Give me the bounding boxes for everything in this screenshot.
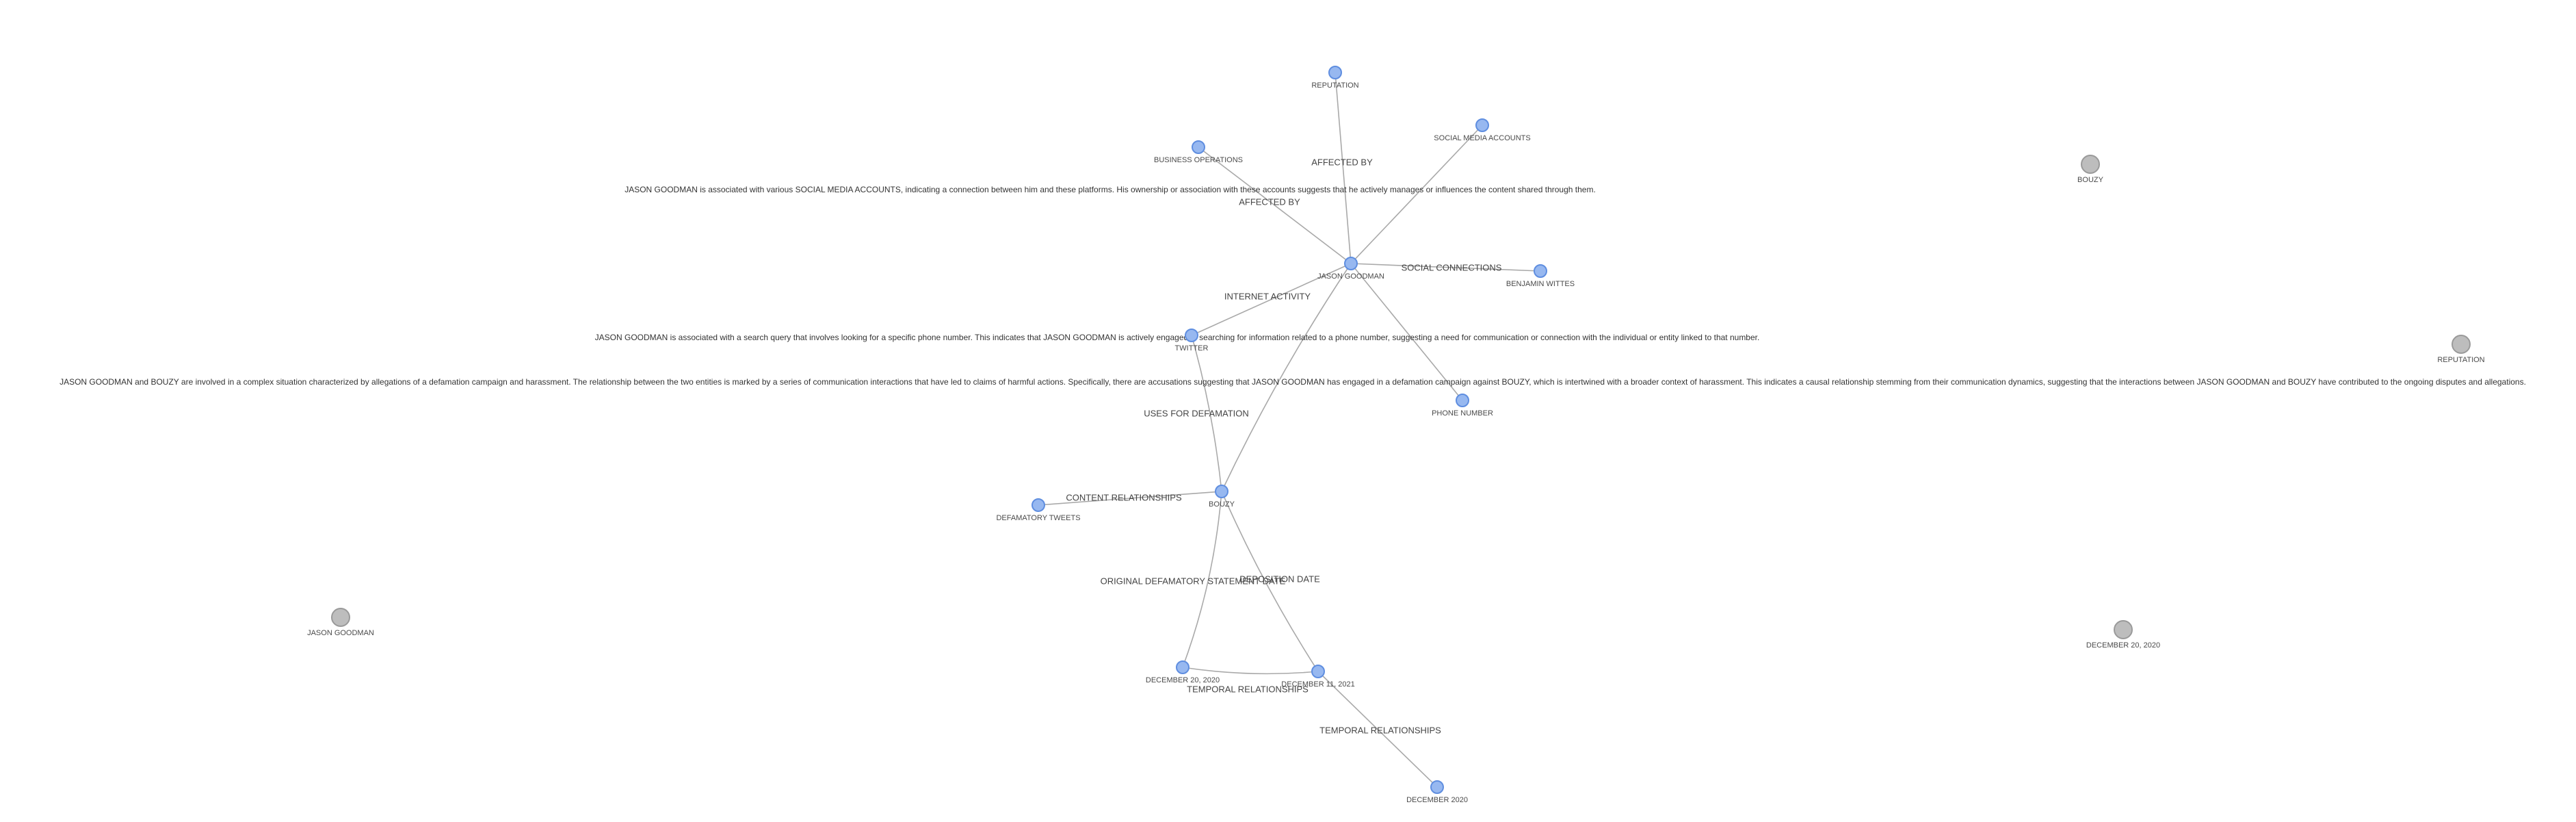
graph-node-dec-2020[interactable]: DECEMBER 2020 <box>1406 780 1468 804</box>
edge-label-temporal-relationships: TEMPORAL RELATIONSHIPS <box>1319 725 1441 735</box>
edges-layer <box>1038 72 1541 788</box>
edge-bouzy-center-to-defamatory[interactable] <box>1038 491 1222 506</box>
node-circle[interactable] <box>2081 155 2100 174</box>
relationship-description-social-media-desc: JASON GOODMAN is associated with various… <box>625 185 1596 194</box>
node-label: PHONE NUMBER <box>1432 409 1493 418</box>
graph-node-social-media[interactable]: SOCIAL MEDIA ACCOUNTS <box>1434 118 1531 142</box>
node-circle[interactable] <box>1344 257 1358 270</box>
node-circle[interactable] <box>1475 118 1489 132</box>
edge-label-social-connections: SOCIAL CONNECTIONS <box>1402 262 1502 272</box>
node-circle[interactable] <box>1534 264 1547 278</box>
graph-node-jason-iso[interactable]: JASON GOODMAN <box>307 608 374 637</box>
graph-node-defamatory[interactable]: DEFAMATORY TWEETS <box>996 498 1081 522</box>
node-label: REPUTATION <box>1311 81 1358 90</box>
graph-node-reputation-top[interactable]: REPUTATION <box>1311 66 1359 90</box>
graph-node-phone[interactable]: PHONE NUMBER <box>1432 394 1493 418</box>
edge-label-original-defamatory-statement-date: ORIGINAL DEFAMATORY STATEMENT DATE <box>1101 576 1286 586</box>
node-label: JASON GOODMAN <box>307 629 374 637</box>
node-label: SOCIAL MEDIA ACCOUNTS <box>1434 134 1530 142</box>
edge-jason-center-to-phone[interactable] <box>1350 263 1463 401</box>
node-label: JASON GOODMAN <box>1317 272 1384 281</box>
graph-node-dec20-2020[interactable]: DECEMBER 20, 2020 <box>1146 660 1220 684</box>
edge-jason-center-to-social-media[interactable] <box>1350 125 1483 264</box>
graph-node-business-ops[interactable]: BUSINESS OPERATIONS <box>1154 140 1243 164</box>
graph-node-jason-center[interactable]: JASON GOODMAN <box>1317 257 1384 281</box>
node-label: BOUZY <box>2077 176 2104 184</box>
node-label: REPUTATION <box>2437 356 2484 364</box>
graph-node-reputation-iso[interactable]: REPUTATION <box>2437 335 2485 364</box>
edge-label-internet-activity: INTERNET ACTIVITY <box>1224 291 1311 301</box>
node-circle[interactable] <box>1185 329 1198 342</box>
edge-label-affected-by: AFFECTED BY <box>1311 157 1373 167</box>
node-label: BENJAMIN WITTES <box>1506 280 1575 288</box>
node-circle[interactable] <box>1192 140 1205 154</box>
graph-node-benjamin[interactable]: BENJAMIN WITTES <box>1506 264 1575 288</box>
edge-label-deposition-date: DEPOSITION DATE <box>1239 574 1320 584</box>
edge-jason-center-to-bouzy-center[interactable] <box>1221 263 1352 492</box>
edge-dec11-2021-to-dec-2020[interactable] <box>1317 671 1438 788</box>
edge-jason-center-to-reputation-top[interactable] <box>1335 72 1352 264</box>
node-label: DECEMBER 11, 2021 <box>1281 680 1354 689</box>
edge-label-temporal-relationships: TEMPORAL RELATIONSHIPS <box>1187 684 1309 694</box>
node-label: DEFAMATORY TWEETS <box>996 514 1080 522</box>
node-label: TWITTER <box>1175 344 1209 352</box>
node-circle[interactable] <box>1430 780 1444 794</box>
edge-bouzy-center-to-dec20-2020[interactable] <box>1182 491 1222 668</box>
node-label: DECEMBER 2020 <box>1406 796 1468 804</box>
node-circle[interactable] <box>1215 485 1228 498</box>
descriptions-layer: JASON GOODMAN is associated with various… <box>60 185 2526 387</box>
edge-label-affected-by: AFFECTED BY <box>1239 196 1300 207</box>
node-circle[interactable] <box>1176 660 1190 674</box>
node-label: DECEMBER 20, 2020 <box>2086 641 2160 650</box>
edge-label-content-relationships: CONTENT RELATIONSHIPS <box>1066 492 1182 502</box>
node-circle[interactable] <box>1311 665 1325 678</box>
edge-jason-center-to-business-ops[interactable] <box>1198 146 1352 264</box>
relationship-description-bouzy-desc: JASON GOODMAN and BOUZY are involved in … <box>60 377 2526 387</box>
edge-dec20-2020-to-dec11-2021[interactable] <box>1182 667 1319 675</box>
node-circle[interactable] <box>2452 335 2471 354</box>
edge-twitter-to-bouzy-center[interactable] <box>1191 335 1222 492</box>
graph-node-dec11-2021[interactable]: DECEMBER 11, 2021 <box>1281 665 1355 689</box>
graph-node-dec20-iso[interactable]: DECEMBER 20, 2020 <box>2086 620 2160 650</box>
node-label: BUSINESS OPERATIONS <box>1154 156 1243 164</box>
edge-labels-layer: AFFECTED BY AFFECTED BY SOCIAL CONNECTIONS… <box>1066 157 1501 735</box>
graph-node-twitter[interactable]: TWITTER <box>1175 329 1209 352</box>
edge-label-uses-for-defamation: USES FOR DEFAMATION <box>1144 408 1249 418</box>
edge-jason-center-to-benjamin[interactable] <box>1350 263 1541 272</box>
node-circle[interactable] <box>1456 394 1469 407</box>
edge-bouzy-center-to-dec11-2021[interactable] <box>1221 491 1319 672</box>
relationship-description-phone-desc: JASON GOODMAN is associated with a searc… <box>595 333 1760 342</box>
nodes-layer: REPUTATION SOCIAL MEDIA ACCOUNTS BUSINESS … <box>307 66 2485 804</box>
node-circle[interactable] <box>331 608 350 627</box>
node-circle[interactable] <box>1031 498 1045 512</box>
graph-node-bouzy-iso[interactable]: BOUZY <box>2077 155 2104 184</box>
node-label: BOUZY <box>1209 500 1235 509</box>
graph-node-bouzy-center[interactable]: BOUZY <box>1209 485 1235 509</box>
node-circle[interactable] <box>2114 620 2133 639</box>
edge-jason-center-to-twitter[interactable] <box>1191 263 1352 336</box>
node-circle[interactable] <box>1328 66 1342 79</box>
node-label: DECEMBER 20, 2020 <box>1146 676 1220 684</box>
